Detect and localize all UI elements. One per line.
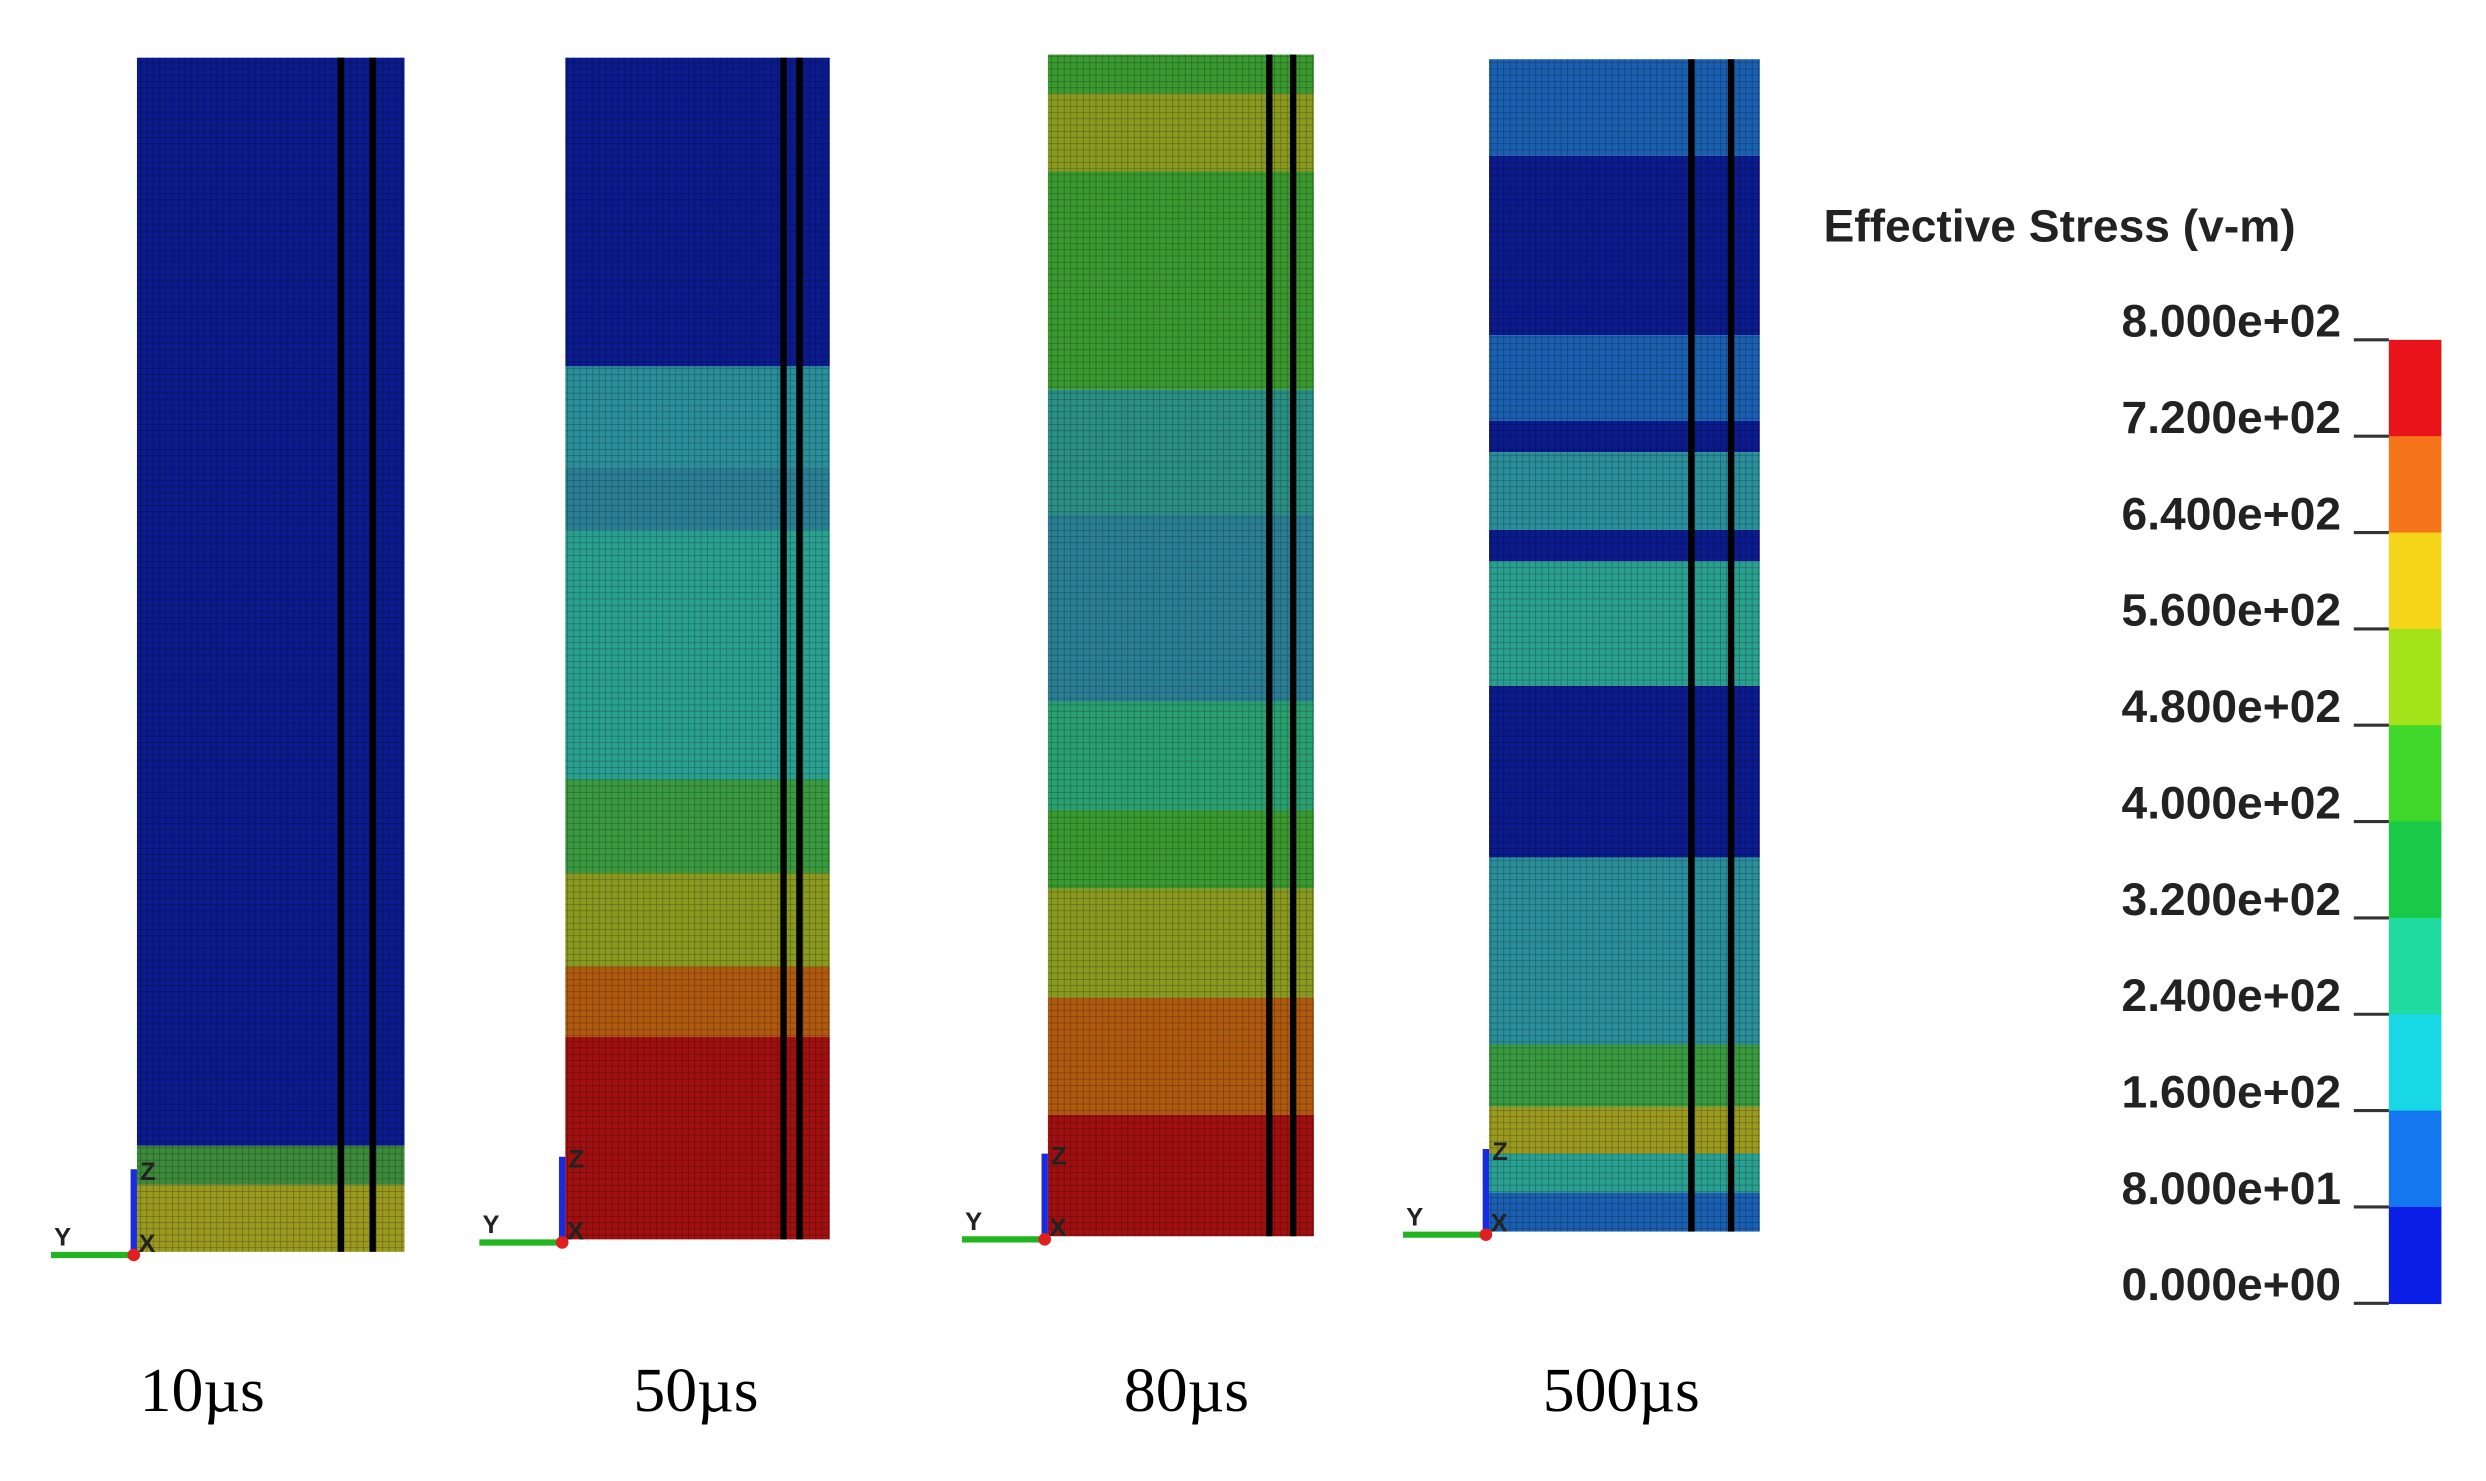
mesh: [136, 57, 405, 1252]
legend-label: 1.600e+02: [2122, 1067, 2342, 1117]
axis-label: X: [1491, 1210, 1508, 1238]
legend-label: 0.000e+00: [2122, 1260, 2342, 1310]
axis-origin: [1038, 1233, 1052, 1246]
color-band: [2388, 1206, 2442, 1305]
layer-line: [1727, 59, 1735, 1232]
time-label: 80µs: [1124, 1355, 1249, 1424]
time-label: 500µs: [1543, 1355, 1700, 1424]
legend-label: 6.400e+02: [2122, 489, 2342, 539]
axis-label: Z: [1051, 1143, 1067, 1171]
axis-origin: [127, 1248, 141, 1262]
legend-label: 2.400e+02: [2122, 971, 2342, 1021]
legend-label: 3.200e+02: [2122, 874, 2342, 924]
mesh: [1047, 54, 1314, 1237]
color-band: [2388, 917, 2442, 1016]
axis-label: Y: [483, 1211, 500, 1239]
color-band: [2388, 821, 2442, 919]
contour-panel: Y Z X: [479, 57, 830, 1249]
color-band: [2388, 725, 2442, 823]
layer-line: [337, 57, 344, 1252]
mesh: [1489, 59, 1760, 1232]
legend-label: 8.000e+02: [2122, 296, 2342, 346]
color-band: [2388, 1014, 2442, 1112]
color-band: [2388, 532, 2442, 630]
axis-label: X: [139, 1230, 156, 1258]
layer-line: [369, 57, 376, 1252]
contour-panel: Y Z X: [1403, 59, 1760, 1241]
color-band: [2388, 1110, 2442, 1208]
legend-label: 5.600e+02: [2122, 585, 2342, 635]
legend-label: 4.000e+02: [2122, 778, 2342, 828]
color-band: [2388, 436, 2442, 534]
axis-label: X: [567, 1218, 584, 1246]
legend-label: 7.200e+02: [2122, 393, 2342, 443]
mesh: [565, 57, 830, 1240]
axis-label: X: [1050, 1214, 1067, 1242]
time-label: 10µs: [140, 1355, 265, 1424]
axis-label: Y: [965, 1208, 982, 1236]
contour-panel: Y Z X: [50, 57, 405, 1262]
contour-panel: Y Z X: [961, 54, 1314, 1246]
layer-line: [1289, 54, 1297, 1237]
layer-line: [796, 57, 803, 1240]
color-band: [2388, 339, 2442, 437]
legend-title: Effective Stress (v-m): [1823, 201, 2295, 251]
axis-label: Z: [140, 1158, 156, 1186]
axis-label: Z: [569, 1146, 585, 1174]
layer-line: [780, 57, 787, 1240]
axis-label: Z: [1492, 1138, 1508, 1166]
layer-line: [1266, 54, 1273, 1237]
axis-origin: [1479, 1228, 1493, 1241]
time-label: 50µs: [633, 1355, 758, 1424]
axis-label: Y: [1406, 1204, 1423, 1232]
color-band: [2388, 628, 2442, 727]
legend-label: 8.000e+01: [2122, 1163, 2342, 1213]
axis-origin: [555, 1236, 569, 1249]
layer-line: [1688, 59, 1695, 1232]
legend-label: 4.800e+02: [2122, 682, 2342, 732]
axis-label: Y: [54, 1224, 71, 1252]
